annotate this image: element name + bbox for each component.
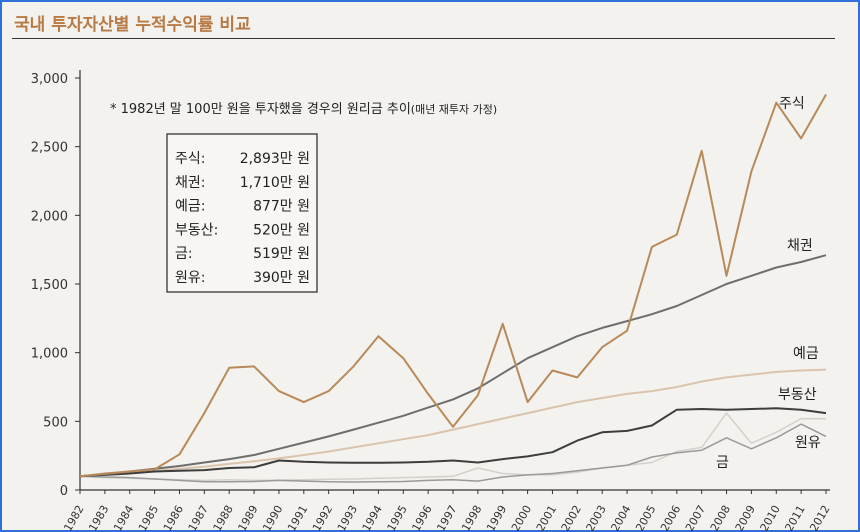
x-tick-label: 1994 bbox=[360, 503, 385, 532]
legend-label: 부동산: bbox=[175, 222, 218, 238]
y-axis-ticks: 0 500 1,000 1,500 2,000 2,500 3,000 bbox=[31, 72, 80, 499]
x-tick-label: 2005 bbox=[633, 503, 658, 532]
x-tick-label: 1999 bbox=[484, 503, 509, 532]
legend-label: 예금: bbox=[175, 199, 205, 215]
legend-value: 519만 원 bbox=[253, 246, 310, 262]
x-tick-label: 2003 bbox=[584, 503, 609, 532]
series-line-주식 bbox=[79, 94, 827, 478]
x-tick-label: 1995 bbox=[385, 503, 410, 532]
series-label-금: 금 bbox=[716, 455, 729, 471]
x-tick-label: 1986 bbox=[161, 503, 186, 532]
x-tick-label: 2007 bbox=[683, 503, 708, 532]
series-line-원유 bbox=[79, 423, 827, 483]
series-label-주식: 주식 bbox=[779, 96, 805, 112]
x-tick-label: 1996 bbox=[409, 503, 434, 532]
x-tick-label: 2006 bbox=[658, 503, 683, 532]
x-tick-label: 2011 bbox=[782, 503, 807, 532]
x-tick-label: 1992 bbox=[310, 503, 335, 532]
legend-label: 채권: bbox=[175, 175, 205, 191]
y-tick-label: 0 bbox=[60, 484, 68, 499]
x-tick-label: 1984 bbox=[111, 503, 136, 532]
series-line-예금 bbox=[79, 368, 827, 478]
x-tick-label: 1997 bbox=[434, 503, 459, 532]
x-tick-label: 1985 bbox=[136, 503, 161, 532]
x-tick-label: 1982 bbox=[61, 503, 86, 532]
x-tick-label: 1991 bbox=[285, 503, 310, 532]
x-axis-ticks: 1982 1983 1984 1985 1986 1987 1988 1989 1990 1991… bbox=[61, 490, 833, 532]
y-tick-label: 500 bbox=[43, 415, 68, 430]
title-rule bbox=[12, 38, 835, 39]
y-tick-label: 1,000 bbox=[31, 347, 68, 362]
legend-label: 금: bbox=[175, 246, 193, 262]
x-tick-label: 2010 bbox=[758, 503, 783, 532]
x-tick-label: 1993 bbox=[335, 503, 360, 532]
x-tick-label: 2008 bbox=[708, 503, 733, 532]
chart-title: 국내 투자자산별 누적수익률 비교 bbox=[14, 15, 251, 35]
x-tick-label: 1998 bbox=[459, 503, 484, 532]
legend-value: 1,710만 원 bbox=[240, 175, 310, 191]
series-label-채권: 채권 bbox=[787, 238, 813, 254]
legend-label: 원유: bbox=[175, 270, 205, 286]
y-tick-label: 3,000 bbox=[31, 72, 68, 87]
x-tick-label: 2012 bbox=[807, 503, 832, 532]
series-line-부동산 bbox=[79, 407, 827, 478]
y-tick-label: 1,500 bbox=[31, 278, 68, 293]
series-label-예금: 예금 bbox=[793, 346, 819, 362]
x-tick-label: 1987 bbox=[186, 503, 211, 532]
legend-value: 2,893만 원 bbox=[240, 151, 310, 167]
series-label-부동산: 부동산 bbox=[778, 387, 817, 403]
x-tick-label: 2004 bbox=[608, 503, 633, 532]
legend-value: 390만 원 bbox=[253, 270, 310, 286]
series-line-금 bbox=[79, 412, 827, 482]
x-tick-label: 1990 bbox=[260, 503, 285, 532]
x-tick-label: 2002 bbox=[559, 503, 584, 532]
legend-box bbox=[166, 133, 318, 293]
x-tick-label: 2000 bbox=[509, 503, 534, 532]
x-tick-label: 1989 bbox=[235, 503, 260, 532]
series-label-원유: 원유 bbox=[795, 435, 821, 451]
series-lines bbox=[79, 94, 827, 483]
y-tick-label: 2,000 bbox=[31, 209, 68, 224]
x-tick-label: 2009 bbox=[733, 503, 758, 532]
legend-value: 520만 원 bbox=[253, 222, 310, 238]
legend-value: 877만 원 bbox=[253, 199, 310, 215]
x-tick-label: 1983 bbox=[86, 503, 111, 532]
axes bbox=[79, 70, 830, 491]
x-tick-label: 1988 bbox=[211, 503, 236, 532]
y-tick-label: 2,500 bbox=[31, 141, 68, 156]
legend-label: 주식: bbox=[175, 151, 205, 167]
series-line-채권 bbox=[79, 254, 827, 478]
chart-note: * 1982년 말 100만 원을 투자했을 경우의 원리금 추이(매년 재투자… bbox=[110, 101, 497, 117]
x-tick-label: 2001 bbox=[534, 503, 559, 532]
